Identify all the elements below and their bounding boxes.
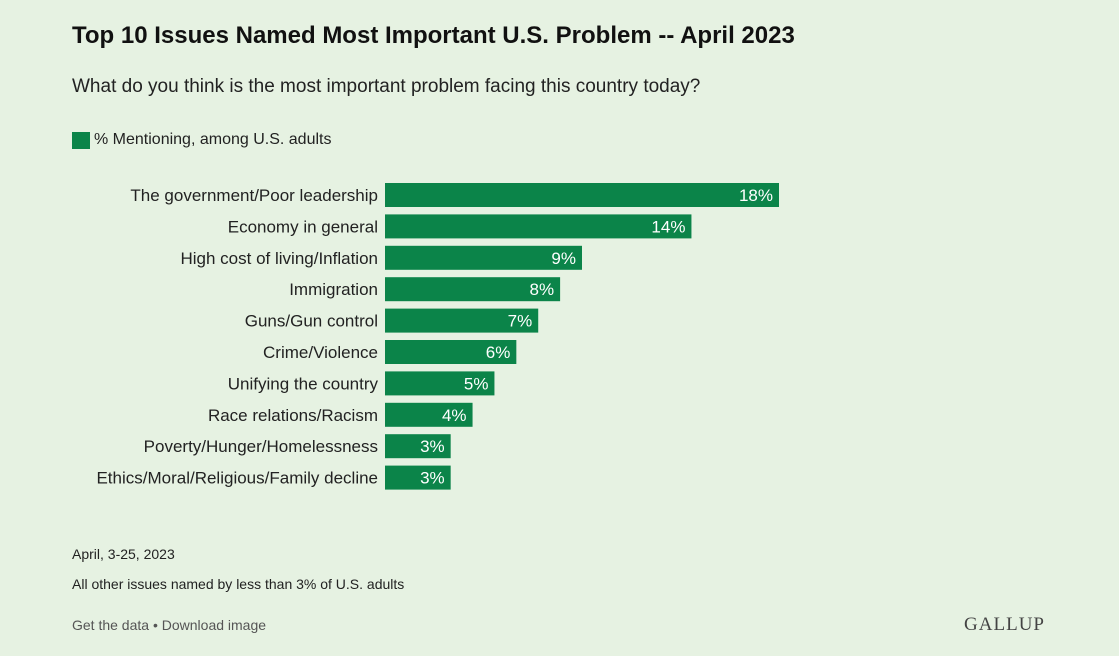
bar-value-label: 3% xyxy=(420,469,445,488)
category-label: Economy in general xyxy=(228,217,378,236)
link-separator: • xyxy=(152,617,158,633)
download-image-link[interactable]: Download image xyxy=(161,617,267,633)
bar xyxy=(385,245,582,270)
bar xyxy=(385,308,539,333)
legend-label: % Mentioning, among U.S. adults xyxy=(94,131,332,148)
category-label: Race relations/Racism xyxy=(208,406,378,425)
bar xyxy=(385,434,451,459)
bar-value-label: 3% xyxy=(420,437,445,456)
bar xyxy=(385,402,473,427)
category-label: The government/Poor leadership xyxy=(130,186,378,205)
bar xyxy=(385,183,779,207)
bar xyxy=(385,371,495,396)
bar-value-label: 14% xyxy=(651,217,685,236)
category-label: Crime/Violence xyxy=(263,343,378,362)
legend-swatch xyxy=(72,131,90,149)
chart-title: Top 10 Issues Named Most Important U.S. … xyxy=(72,22,795,49)
get-data-link[interactable]: Get the data xyxy=(72,617,150,633)
bar xyxy=(385,340,517,364)
category-label: Unifying the country xyxy=(228,374,379,393)
bar xyxy=(385,465,451,490)
category-label: Immigration xyxy=(289,280,378,299)
survey-date-note: April, 3-25, 2023 xyxy=(72,546,175,562)
bar xyxy=(385,277,561,302)
other-issues-note: All other issues named by less than 3% o… xyxy=(72,576,405,592)
category-label: Ethics/Moral/Religious/Family decline xyxy=(96,469,378,488)
category-label: Guns/Gun control xyxy=(245,312,378,331)
footer-links: Get the data • Download image xyxy=(72,617,266,633)
category-label: Poverty/Hunger/Homelessness xyxy=(144,437,378,456)
category-label: High cost of living/Inflation xyxy=(181,249,379,268)
bar-value-label: 4% xyxy=(442,406,467,425)
legend: % Mentioning, among U.S. adults xyxy=(72,131,331,149)
bar-value-label: 9% xyxy=(551,249,576,268)
bar-value-label: 8% xyxy=(530,280,555,299)
gallup-logo: GALLUP xyxy=(964,614,1045,635)
bar-value-label: 18% xyxy=(739,186,773,205)
bar-value-label: 6% xyxy=(486,343,511,362)
bar-value-label: 5% xyxy=(464,374,489,393)
bar-value-label: 7% xyxy=(508,312,533,331)
chart-subtitle: What do you think is the most important … xyxy=(72,76,701,97)
bar xyxy=(385,214,692,239)
